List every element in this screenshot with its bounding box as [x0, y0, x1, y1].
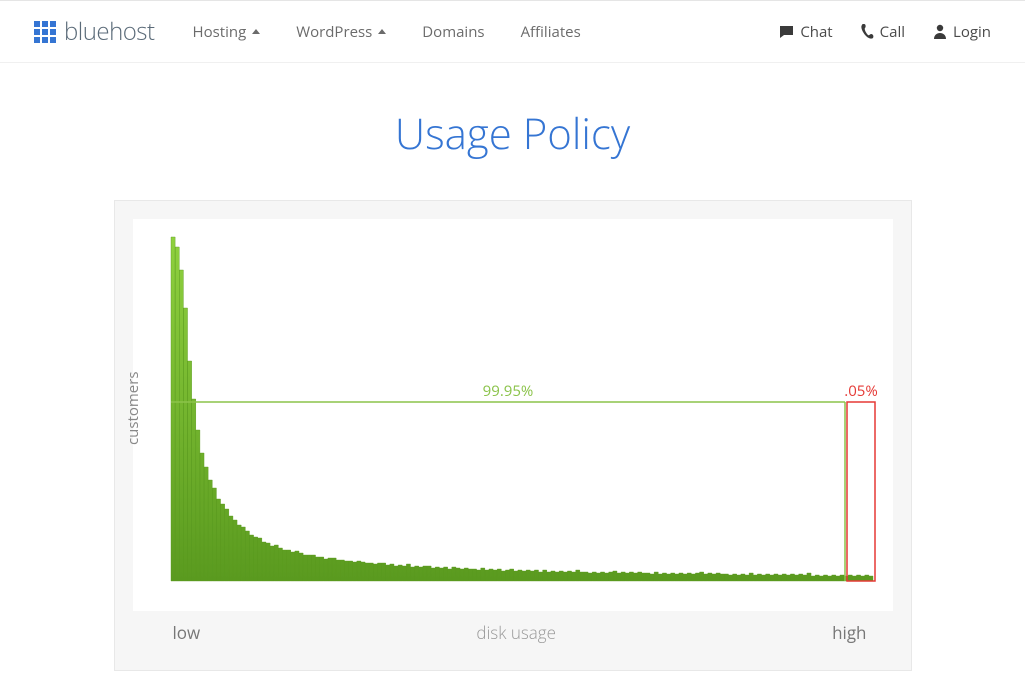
nav-domains[interactable]: Domains [422, 22, 484, 42]
caret-up-icon [252, 29, 260, 34]
utility-label: Chat [800, 22, 832, 42]
nav-wordpress[interactable]: WordPress [296, 22, 386, 42]
x-axis-low: low [173, 621, 201, 644]
nav-label: WordPress [296, 22, 372, 42]
x-axis-high: high [832, 621, 866, 644]
main-nav: Hosting WordPress Domains Affiliates [193, 22, 581, 42]
x-axis: low disk usage high [133, 621, 893, 644]
page-title: Usage Policy [0, 105, 1025, 162]
histogram-bars [171, 237, 873, 581]
call-link[interactable]: Call [861, 22, 905, 42]
logo-grid-icon [34, 21, 56, 43]
usage-chart: customers 99.95%.05% [133, 219, 893, 611]
chat-link[interactable]: Chat [779, 22, 832, 42]
nav-hosting[interactable]: Hosting [193, 22, 261, 42]
nav-label: Domains [422, 22, 484, 42]
nav-label: Affiliates [521, 22, 581, 42]
x-axis-label: disk usage [476, 621, 556, 644]
brand-logo[interactable]: bluehost [34, 15, 155, 48]
chat-icon [779, 25, 794, 39]
top-nav: bluehost Hosting WordPress Domains Affil… [0, 0, 1025, 63]
y-axis-label: customers [123, 372, 143, 446]
caret-up-icon [378, 29, 386, 34]
nav-affiliates[interactable]: Affiliates [521, 22, 581, 42]
login-link[interactable]: Login [933, 22, 991, 42]
chart-svg: 99.95% .05% [133, 219, 893, 611]
majority-pct-label: 99.95% [482, 381, 533, 401]
brand-name: bluehost [64, 15, 155, 48]
minority-box [847, 402, 875, 581]
utility-label: Login [953, 22, 991, 42]
person-icon [933, 24, 947, 39]
nav-label: Hosting [193, 22, 247, 42]
minority-pct-label: .05% [844, 381, 878, 401]
utility-nav: Chat Call Login [779, 22, 991, 42]
usage-chart-panel: customers 99.95% .05% low disk usage high [114, 200, 912, 671]
utility-label: Call [880, 22, 905, 42]
phone-icon [861, 24, 874, 39]
